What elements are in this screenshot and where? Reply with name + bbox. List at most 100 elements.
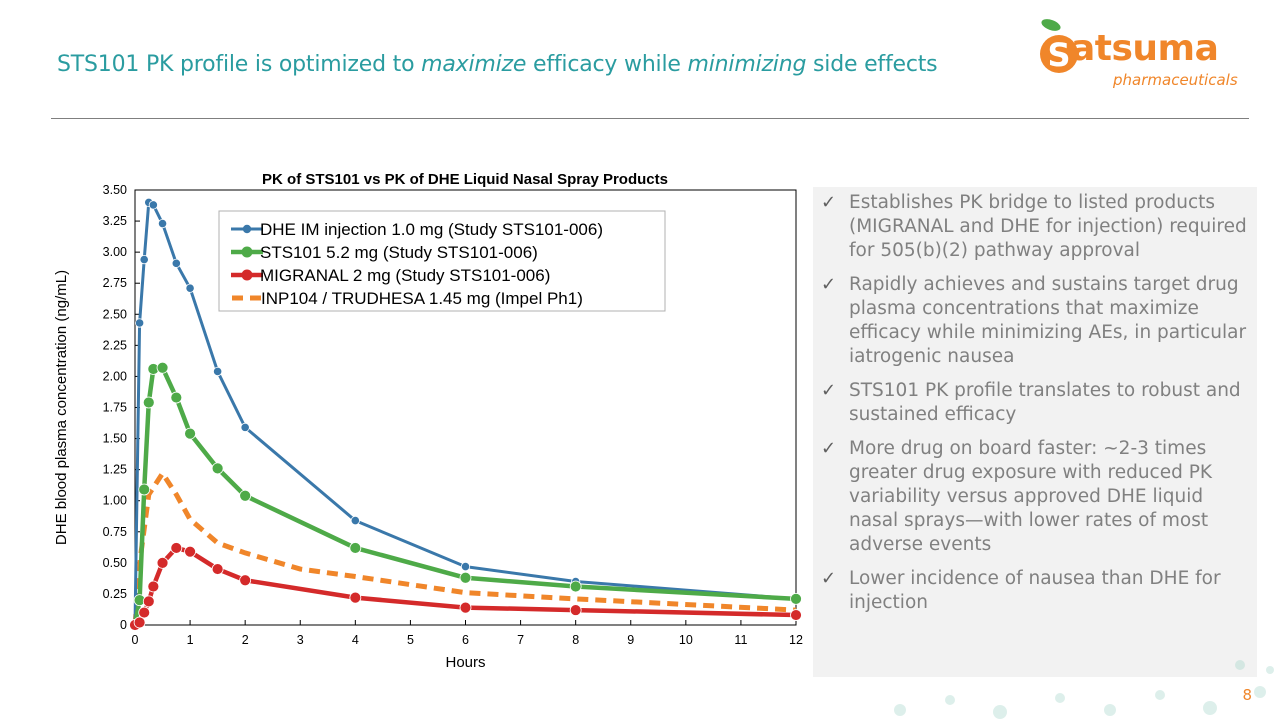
y-tick-label: 1.00 xyxy=(103,494,127,508)
legend-item: MIGRANAL 2 mg (Study STS101-006) xyxy=(231,266,550,285)
svg-text:S: S xyxy=(1047,36,1070,74)
data-point xyxy=(459,571,472,584)
data-point xyxy=(349,591,362,604)
data-point xyxy=(213,366,223,377)
y-tick-label: 3.50 xyxy=(103,183,127,197)
legend-label: INP104 / TRUDHESA 1.45 mg (Impel Ph1) xyxy=(261,289,583,308)
data-point xyxy=(239,574,252,587)
data-point xyxy=(147,580,160,593)
legend-label: DHE IM injection 1.0 mg (Study STS101-00… xyxy=(260,220,603,239)
bullets-panel: ✓ Establishes PK bridge to listed product… xyxy=(813,187,1257,677)
data-point xyxy=(184,427,196,440)
x-tick-label: 8 xyxy=(572,633,579,647)
title-text-2: efficacy while xyxy=(526,52,688,77)
decorative-leaf-pattern xyxy=(894,660,1274,719)
chart-title: PK of STS101 vs PK of DHE Liquid Nasal S… xyxy=(262,171,668,188)
data-point xyxy=(211,563,224,575)
data-point xyxy=(240,422,250,432)
y-tick-label: 1.25 xyxy=(103,463,127,477)
data-point xyxy=(142,396,155,409)
legend-item: INP104 / TRUDHESA 1.45 mg (Impel Ph1) xyxy=(232,289,583,308)
x-tick-label: 0 xyxy=(132,633,139,647)
legend-item: STS101 5.2 mg (Study STS101-006) xyxy=(231,243,538,262)
data-point xyxy=(148,200,158,210)
data-point xyxy=(211,462,224,475)
bullet-text: Lower incidence of nausea than DHE for i… xyxy=(849,568,1221,613)
legend-marker xyxy=(241,246,253,258)
series-3 xyxy=(132,468,797,626)
data-point xyxy=(569,580,582,593)
y-tick-label: 0.75 xyxy=(103,525,127,539)
data-point xyxy=(170,391,183,404)
data-point xyxy=(157,218,168,229)
x-tick-label: 10 xyxy=(679,633,693,647)
data-point xyxy=(239,489,252,502)
page-number: 8 xyxy=(1242,686,1252,704)
series-2 xyxy=(129,542,802,631)
series-0 xyxy=(130,197,801,630)
data-point xyxy=(170,542,183,554)
y-tick-label: 0.50 xyxy=(103,556,127,570)
title-divider xyxy=(51,118,1249,119)
data-point xyxy=(134,318,145,328)
bullet-text: Establishes PK bridge to listed products… xyxy=(849,192,1247,261)
x-tick-label: 11 xyxy=(734,633,747,647)
x-tick-label: 6 xyxy=(462,633,469,647)
chart-legend: DHE IM injection 1.0 mg (Study STS101-00… xyxy=(218,210,666,312)
x-tick-label: 12 xyxy=(789,633,803,647)
title-text-1: STS101 PK profile is optimized to xyxy=(57,52,422,77)
y-tick-label: 2.50 xyxy=(103,307,127,321)
legend-label: STS101 5.2 mg (Study STS101-006) xyxy=(260,243,538,262)
checkmark-icon: ✓ xyxy=(821,380,837,401)
data-point xyxy=(138,483,151,496)
y-tick-label: 1.75 xyxy=(103,401,127,415)
series-line xyxy=(132,468,797,626)
x-tick-label: 5 xyxy=(407,633,414,647)
logo-wordmark: atsuma xyxy=(1071,28,1219,69)
bullet-text: STS101 PK profile translates to robust a… xyxy=(849,380,1241,425)
data-point xyxy=(350,515,360,526)
pk-chart: PK of STS101 vs PK of DHE Liquid Nasal S… xyxy=(53,171,803,671)
bullet-text: More drug on board faster: ~2-3 times gr… xyxy=(849,438,1213,555)
bullet-item: ✓ More drug on board faster: ~2-3 times g… xyxy=(821,437,1251,557)
data-point xyxy=(349,542,362,554)
checkmark-icon: ✓ xyxy=(821,274,837,295)
title-text-3: side effects xyxy=(806,52,938,77)
bullet-item: ✓ STS101 PK profile translates to robust … xyxy=(821,379,1251,427)
logo-subtitle: pharmaceuticals xyxy=(1113,71,1238,89)
data-point xyxy=(459,601,472,614)
bullet-item: ✓ Lower incidence of nausea than DHE for … xyxy=(821,567,1251,615)
x-tick-label: 3 xyxy=(297,633,304,647)
y-tick-label: 0 xyxy=(120,618,127,632)
y-tick-label: 1.50 xyxy=(103,432,127,446)
legend-box xyxy=(218,210,666,312)
satsuma-orange-icon: S xyxy=(1040,19,1078,74)
checkmark-icon: ✓ xyxy=(821,568,837,589)
data-point xyxy=(139,255,149,265)
data-point xyxy=(138,606,151,619)
x-tick-label: 9 xyxy=(627,633,634,647)
satsuma-logo: S atsuma pharmaceuticals xyxy=(1035,14,1245,94)
data-point xyxy=(142,595,155,608)
y-tick-label: 2.25 xyxy=(103,338,127,352)
series-line xyxy=(133,200,797,626)
x-tick-label: 7 xyxy=(517,633,524,647)
legend-item: DHE IM injection 1.0 mg (Study STS101-00… xyxy=(231,220,603,239)
bullet-list: ✓ Establishes PK bridge to listed product… xyxy=(813,187,1257,615)
y-axis-label: DHE blood plasma concentration (ng/mL) xyxy=(53,270,70,545)
data-point xyxy=(156,361,169,374)
data-point xyxy=(185,283,195,293)
y-tick-label: 2.00 xyxy=(103,369,127,383)
checkmark-icon: ✓ xyxy=(821,438,837,459)
series-line xyxy=(132,365,797,626)
checkmark-icon: ✓ xyxy=(821,192,837,213)
data-point xyxy=(569,604,582,616)
data-point xyxy=(133,616,146,629)
x-axis-label: Hours xyxy=(445,654,485,671)
slide-title: STS101 PK profile is optimized to maximi… xyxy=(57,52,938,77)
y-tick-label: 2.75 xyxy=(103,276,127,290)
bullet-item: ✓ Rapidly achieves and sustains target dr… xyxy=(821,273,1251,369)
data-point xyxy=(184,545,196,558)
data-point xyxy=(460,561,471,572)
data-point xyxy=(790,593,802,605)
